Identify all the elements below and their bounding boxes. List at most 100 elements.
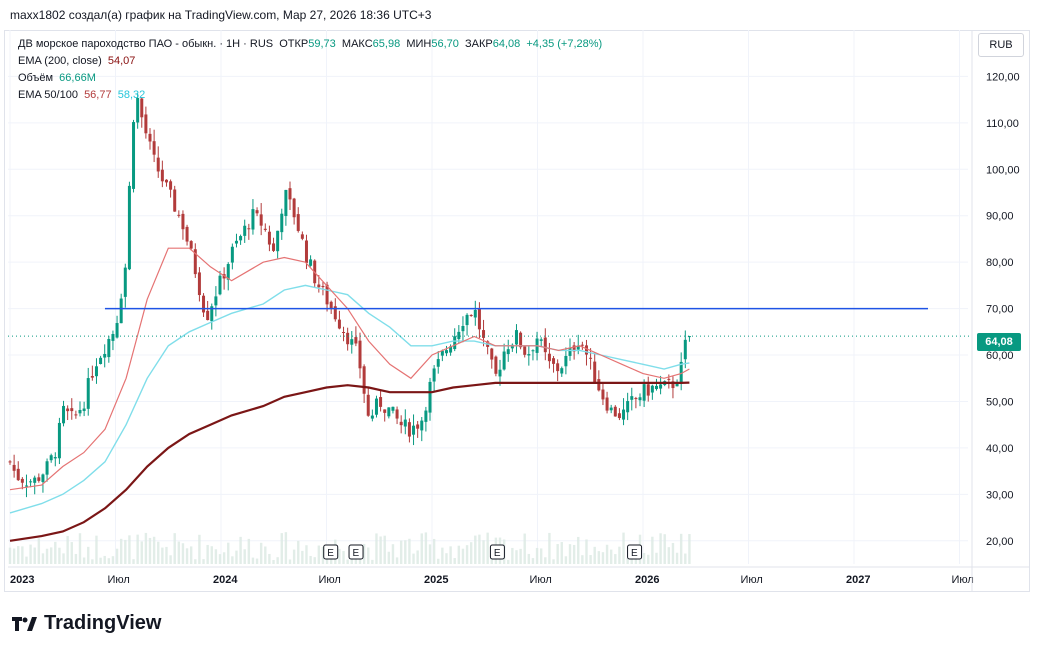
candle-body [234,240,238,244]
candle-body [379,397,383,407]
volume-bar [119,538,123,564]
volume-bar [507,559,510,564]
candle-body [276,230,280,252]
volume-bar [391,544,395,564]
candle-body [687,336,691,338]
volume-bar [474,535,477,564]
candle-body [568,347,572,356]
candle-body [638,397,642,401]
candle-body [8,461,12,463]
candle-body [239,236,243,241]
ema50-100-row[interactable]: EMA 50/100 56,77 58,32 [18,87,602,104]
candle-body [132,122,136,189]
candle-body [498,369,502,377]
candle-body [506,349,510,355]
volume-bar [78,533,82,564]
volume-bar [161,547,164,564]
currency-button[interactable]: RUB [978,33,1024,57]
volume-bar [437,558,440,564]
volume-bar [412,553,415,564]
candle-body [226,264,230,280]
volume-bar [111,556,115,564]
ema200-label: EMA (200, close) [18,55,102,67]
volume-bar [49,547,53,564]
candle-body [107,339,111,358]
volume-bar [572,544,576,564]
volume-bar [609,549,613,564]
candle-body [420,420,424,431]
candle-body [140,98,144,118]
candle-body [177,214,181,216]
volume-bar [577,536,580,564]
volume-bar [210,546,213,564]
candle-body [523,346,527,355]
ema200-row[interactable]: EMA (200, close) 54,07 [18,53,602,70]
volume-bar [539,548,543,564]
volume-bar [194,559,197,564]
volume-bar [445,553,448,564]
volume-bar [140,541,143,564]
candle-body [609,407,613,411]
symbol-name[interactable]: ДВ морское пароходство ПАО - обыкн. · 1Н… [18,38,274,50]
low-value: 56,70 [431,38,459,50]
candle-body [646,384,650,396]
y-tick-label: 50,00 [986,396,1014,408]
volume-row[interactable]: Объём 66,66M [18,70,602,87]
y-tick-label: 110,00 [986,118,1019,130]
volume-bar [235,550,238,564]
candle-body [160,169,164,182]
candle-body [675,383,679,387]
volume-bar [218,554,222,564]
candle-body [432,368,436,382]
candle-body [333,306,337,320]
earnings-marker-label: E [494,548,501,559]
x-tick-label: Июл [952,574,974,586]
volume-bar [453,558,456,564]
candle-body [337,319,341,329]
volume-bar [688,534,691,564]
volume-bar [74,553,78,564]
volume-bar [148,537,152,564]
candle-body [300,234,304,239]
volume-bar [441,547,444,564]
volume-bar [62,553,65,564]
ema200-value: 54,07 [107,55,136,67]
volume-bar [420,533,423,564]
volume-bar [276,557,279,564]
candle-body [510,344,514,349]
candle-body [325,284,329,305]
volume-bar [313,557,316,564]
candle-body [304,240,308,263]
candle-body [597,379,601,391]
candle-body [473,309,477,318]
volume-label: Объём [18,72,54,84]
volume-bar [395,557,399,564]
volume-bar [564,556,568,564]
tradingview-logo-icon [12,616,37,631]
volume-bar [136,534,139,564]
volume-bar [424,532,428,564]
tradingview-logo[interactable]: TradingView [12,612,161,635]
volume-bar [618,546,621,564]
volume-bar [202,559,205,564]
candle-body [366,394,370,416]
candle-body [671,381,675,389]
candle-body [103,353,107,358]
candle-body [115,323,119,338]
volume-bar [41,553,45,564]
volume-bar [601,552,605,564]
candle-body [49,455,53,461]
volume-bar [251,557,255,564]
candle-body [123,267,127,297]
volume-bar [239,536,242,564]
y-tick-label: 70,00 [986,304,1014,316]
volume-bar [12,548,16,564]
candle-body [70,408,74,412]
candle-body [94,366,98,377]
candle-body [477,308,481,330]
volume-bar [469,542,473,564]
volume-bar [33,547,36,564]
candle-body [617,413,621,419]
candle-body [395,409,399,419]
